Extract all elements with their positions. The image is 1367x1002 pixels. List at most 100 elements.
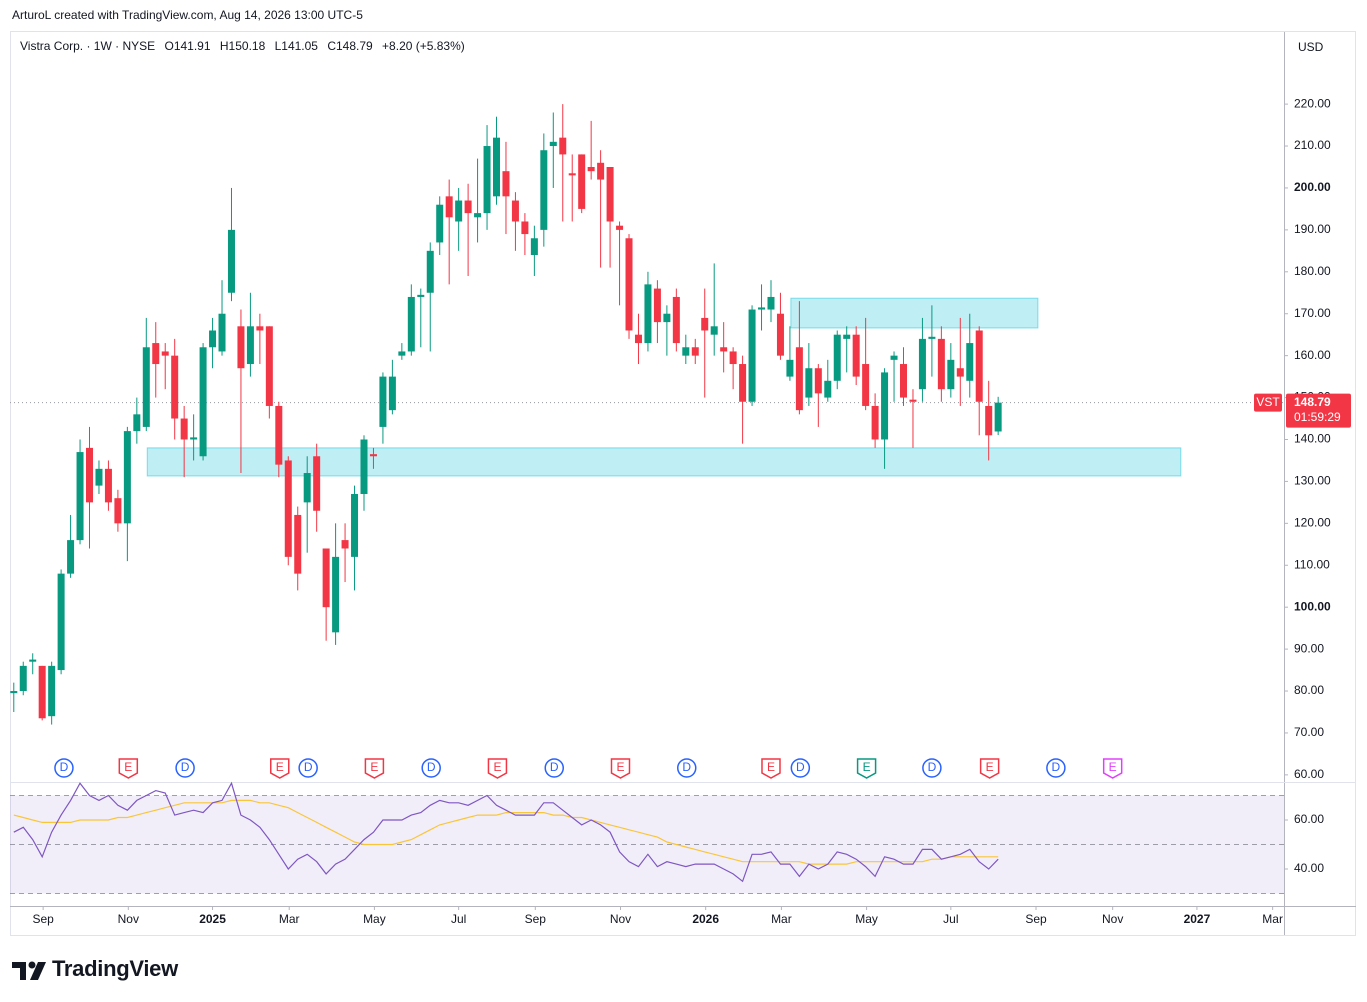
candle-body [133, 414, 141, 432]
brand: TradingView [52, 956, 178, 981]
candle-body [625, 238, 633, 331]
candle-body [360, 439, 368, 494]
candle-body [426, 250, 434, 293]
candle-body [947, 359, 955, 390]
candle-body [341, 540, 349, 549]
candle-body [502, 171, 510, 197]
earnings-marker [856, 758, 877, 779]
y-tick-label: 130.00 [1294, 474, 1331, 488]
candle-body [530, 238, 538, 256]
candle-body [351, 493, 359, 557]
candle-body [616, 225, 624, 230]
candle-body [76, 452, 84, 541]
x-tick-label: Nov [1102, 912, 1123, 926]
candle-body [445, 196, 453, 218]
candle-body [786, 359, 794, 377]
ohlc-high: H150.18 [219, 39, 266, 53]
candle-body [710, 326, 718, 335]
candle-body [29, 659, 37, 662]
rsi-y-tick-label: 40.00 [1294, 861, 1324, 875]
event-label: D [1052, 760, 1061, 774]
x-tick-label: Sep [1025, 912, 1047, 926]
candle-body [436, 204, 444, 243]
x-tick-label: Mar [279, 912, 300, 926]
x-tick-label: Jul [451, 912, 466, 926]
candle-body [928, 336, 936, 339]
candle-body [161, 351, 169, 356]
candle-body [313, 456, 321, 511]
dividend-marker [421, 758, 441, 778]
rsi-ma-line [13, 799, 999, 865]
candle-body [975, 330, 983, 402]
candle-body [767, 296, 775, 310]
candle-body [294, 514, 302, 574]
candle-body [48, 665, 56, 717]
candle-body [795, 347, 803, 411]
event-label: E [986, 760, 994, 774]
earnings-marker [979, 758, 1000, 779]
event-label: E [124, 760, 132, 774]
candle-body [123, 431, 131, 524]
candle-body [909, 399, 917, 402]
rsi-y-tick-label: 60.00 [1294, 812, 1324, 826]
rsi-line [13, 781, 999, 883]
candle-body [19, 665, 27, 692]
candle-body [587, 166, 595, 172]
candle-body [180, 418, 188, 440]
zone [146, 447, 1182, 477]
x-tick-label: Mar [771, 912, 792, 926]
y-tick-label: 220.00 [1294, 96, 1331, 110]
y-tick-label: 100.00 [1294, 599, 1331, 613]
event-label: D [181, 760, 190, 774]
candle-body [218, 313, 226, 352]
y-tick-label: 140.00 [1294, 432, 1331, 446]
price-tag [1286, 393, 1351, 428]
candle-body [265, 326, 273, 406]
candle-body [549, 141, 557, 147]
candle-body [417, 294, 425, 297]
candle-body [559, 137, 567, 155]
candle-body [663, 313, 671, 323]
earnings-marker [270, 758, 290, 779]
x-tick-label: Mar [1262, 912, 1283, 926]
candle-body [994, 402, 1002, 432]
candle-body [284, 460, 292, 557]
candle-body [464, 200, 472, 214]
y-tick-label: 210.00 [1294, 138, 1331, 152]
brand-logo [12, 961, 46, 980]
event-label: E [370, 760, 378, 774]
event-label: D [427, 760, 436, 774]
x-tick-label: Sep [525, 912, 547, 926]
candle-body [275, 405, 283, 465]
candle-body [511, 200, 519, 222]
logo-part [30, 962, 46, 980]
candle-body [824, 380, 832, 398]
event-label: D [304, 760, 313, 774]
candle-body [540, 150, 548, 230]
dividend-marker [677, 758, 697, 778]
ohlc-change: +8.20 (+5.83%) [382, 39, 465, 53]
candle-body [739, 364, 747, 402]
candle-body [57, 573, 65, 671]
candle-body [833, 334, 841, 381]
candle-body [199, 347, 207, 457]
event-label: E [1109, 760, 1117, 774]
candle-body [67, 540, 75, 574]
dividend-marker [54, 758, 74, 778]
y-tick-label: 90.00 [1294, 641, 1324, 655]
candle-body [653, 288, 661, 323]
candle-body [597, 162, 605, 180]
attribution: ArturoL created with TradingView.com, Au… [12, 8, 363, 22]
logo-part [12, 962, 26, 980]
candle-body [237, 326, 245, 369]
earnings-marker [761, 758, 781, 779]
y-tick-label: 200.00 [1294, 180, 1331, 194]
candle-body [578, 154, 586, 209]
x-tick-label: Sep [32, 912, 54, 926]
candle-body [95, 468, 103, 486]
chart-frame [10, 31, 1356, 936]
dividend-marker [544, 758, 564, 778]
symbol-tag-label: VST [1256, 395, 1280, 409]
candle-body [303, 473, 311, 503]
